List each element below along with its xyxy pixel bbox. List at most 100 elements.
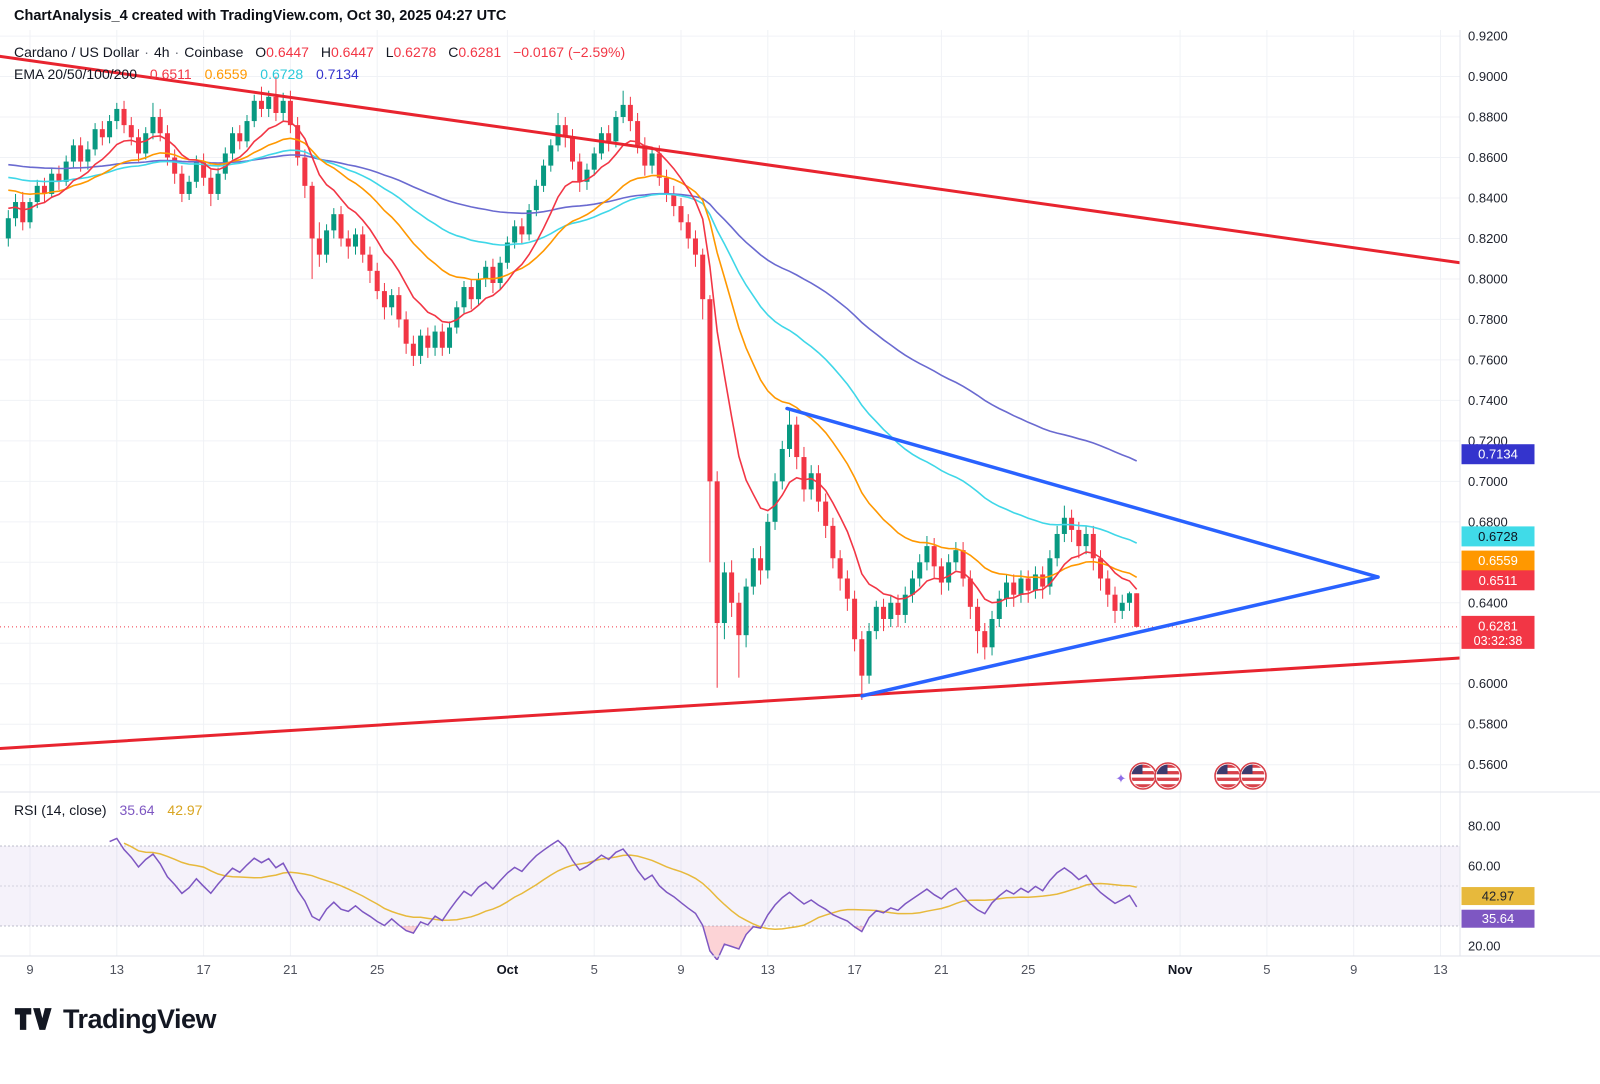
price-label-0.6511 xyxy=(1461,570,1535,591)
svg-text:13: 13 xyxy=(1433,962,1447,977)
time-axis[interactable]: 9 13 17 21 25 Oct 5 9 13 17 21 25 Nov 5 9 13 xyxy=(26,962,1447,977)
svg-text:13: 13 xyxy=(761,962,775,977)
svg-text:0.8000: 0.8000 xyxy=(1468,271,1508,286)
ema-line-25 xyxy=(8,137,1138,579)
ema-line-100 xyxy=(8,154,1138,462)
svg-text:0.6559: 0.6559 xyxy=(1478,553,1518,568)
svg-text:0.7600: 0.7600 xyxy=(1468,352,1508,367)
svg-text:Nov: Nov xyxy=(1168,962,1193,977)
rsi-ma-value: 42.97 xyxy=(167,802,203,818)
trendline-ascending-support[interactable] xyxy=(0,656,1460,751)
ohlc-close-label: C xyxy=(448,44,459,60)
rsi-indicator-title[interactable]: RSI (14, close) xyxy=(14,802,107,818)
svg-text:0.9000: 0.9000 xyxy=(1468,69,1508,84)
chart-export-title: ChartAnalysis_4 created with TradingView… xyxy=(14,8,506,24)
ema-line-10 xyxy=(8,120,1138,604)
us-flag-icon[interactable] xyxy=(1129,762,1157,790)
svg-text:0.8400: 0.8400 xyxy=(1468,190,1508,205)
rsi-line xyxy=(109,837,1138,960)
trendline-pennant-upper[interactable] xyxy=(785,406,1380,579)
svg-text:0.7000: 0.7000 xyxy=(1468,474,1508,489)
svg-text:0.7134: 0.7134 xyxy=(1478,447,1518,462)
ema20-value: 0.6511 xyxy=(149,66,192,82)
bar-countdown: 03:32:38 xyxy=(1474,634,1523,648)
ema-indicator-legend: EMA 20/50/100/200 0.6511 0.6559 0.6728 0… xyxy=(14,66,359,82)
us-flag-icon[interactable] xyxy=(1214,762,1242,790)
price-label-0.6559 xyxy=(1461,550,1535,571)
symbol-description[interactable]: Cardano / US Dollar xyxy=(14,44,140,60)
ohlc-low-label: L xyxy=(385,44,394,60)
svg-text:Oct: Oct xyxy=(497,962,519,977)
tradingview-wordmark: TradingView xyxy=(63,1003,217,1034)
legend-separator: · xyxy=(144,44,149,60)
rsi-value: 35.64 xyxy=(119,802,155,818)
svg-text:0.5800: 0.5800 xyxy=(1468,717,1508,732)
svg-text:0.8200: 0.8200 xyxy=(1468,231,1508,246)
sparkle-icon: ✦ xyxy=(1116,771,1127,786)
svg-text:60.00: 60.00 xyxy=(1468,859,1501,874)
svg-text:0.8800: 0.8800 xyxy=(1468,110,1508,125)
svg-text:0.6400: 0.6400 xyxy=(1468,595,1508,610)
svg-text:42.97: 42.97 xyxy=(1482,889,1515,904)
ema-lines xyxy=(8,120,1138,604)
svg-text:13: 13 xyxy=(110,962,124,977)
svg-text:0.8600: 0.8600 xyxy=(1468,150,1508,165)
price-label-0.6728 xyxy=(1461,526,1535,547)
legend-separator: · xyxy=(174,44,180,60)
rsi-plot xyxy=(109,837,1138,960)
svg-text:0.6511: 0.6511 xyxy=(1479,573,1518,588)
svg-text:0.6728: 0.6728 xyxy=(1478,529,1518,544)
svg-text:5: 5 xyxy=(591,962,598,977)
ema100-value: 0.6728 xyxy=(260,66,304,82)
ohlc-low-value: 0.6278 xyxy=(393,44,437,60)
chart-interval[interactable]: 4h xyxy=(153,44,170,60)
svg-text:0.6281: 0.6281 xyxy=(1478,618,1518,633)
svg-text:25: 25 xyxy=(370,962,384,977)
svg-text:80.00: 80.00 xyxy=(1468,819,1501,834)
svg-text:0.7400: 0.7400 xyxy=(1468,393,1508,408)
svg-text:17: 17 xyxy=(196,962,210,977)
price-label-0.6281 xyxy=(1461,615,1535,649)
us-flag-icon[interactable] xyxy=(1239,762,1267,790)
tradingview-logo-icon xyxy=(14,1008,52,1030)
ohlc-open-label: O xyxy=(255,44,267,60)
rsi-axis[interactable]: 80.00 60.00 20.00 xyxy=(1468,819,1501,954)
svg-text:20.00: 20.00 xyxy=(1468,939,1501,954)
ohlc-open-value: 0.6447 xyxy=(266,44,309,60)
ema-line-50 xyxy=(8,149,1138,544)
trendline-descending-resistance[interactable] xyxy=(0,54,1460,265)
rsi-ma-line xyxy=(123,842,1137,930)
ema50-value: 0.6559 xyxy=(204,66,248,82)
tradingview-attribution[interactable]: TradingView xyxy=(14,1002,217,1036)
ema-indicator-title[interactable]: EMA 20/50/100/200 xyxy=(14,66,137,82)
grid-lines xyxy=(0,30,1460,956)
svg-text:0.5600: 0.5600 xyxy=(1468,757,1508,772)
ohlc-high-value: 0.6447 xyxy=(330,44,374,60)
price-change-value: −0.0167 (−2.59%) xyxy=(513,44,626,60)
svg-text:9: 9 xyxy=(1350,962,1357,977)
trendline-drawings[interactable] xyxy=(0,54,1460,751)
ohlc-close-value: 0.6281 xyxy=(458,44,502,60)
svg-text:5: 5 xyxy=(1263,962,1270,977)
rsi-label-42.97 xyxy=(1461,887,1535,906)
svg-text:0.9200: 0.9200 xyxy=(1468,29,1508,44)
svg-text:21: 21 xyxy=(283,962,297,977)
economic-event-markers[interactable]: ✦ xyxy=(1116,762,1267,790)
svg-text:21: 21 xyxy=(934,962,948,977)
ohlc-high-label: H xyxy=(320,44,331,60)
rsi-label-35.64 xyxy=(1461,909,1535,928)
chart-export-title-text: ChartAnalysis_4 created with TradingView… xyxy=(14,8,507,24)
svg-text:0.6800: 0.6800 xyxy=(1468,514,1508,529)
svg-text:35.64: 35.64 xyxy=(1482,911,1515,926)
us-flag-icon[interactable] xyxy=(1154,762,1182,790)
ema200-value: 0.7134 xyxy=(316,66,359,82)
exchange-name[interactable]: Coinbase xyxy=(184,44,244,60)
trendline-pennant-lower[interactable] xyxy=(860,575,1380,698)
symbol-legend: Cardano / US Dollar · 4h · Coinbase O0.6447 … xyxy=(14,44,625,60)
price-axis[interactable]: 0.9200 0.9000 0.8800 0.8600 0.8400 0.8200 0.80… xyxy=(1468,29,1508,773)
svg-text:25: 25 xyxy=(1021,962,1035,977)
svg-text:9: 9 xyxy=(677,962,684,977)
